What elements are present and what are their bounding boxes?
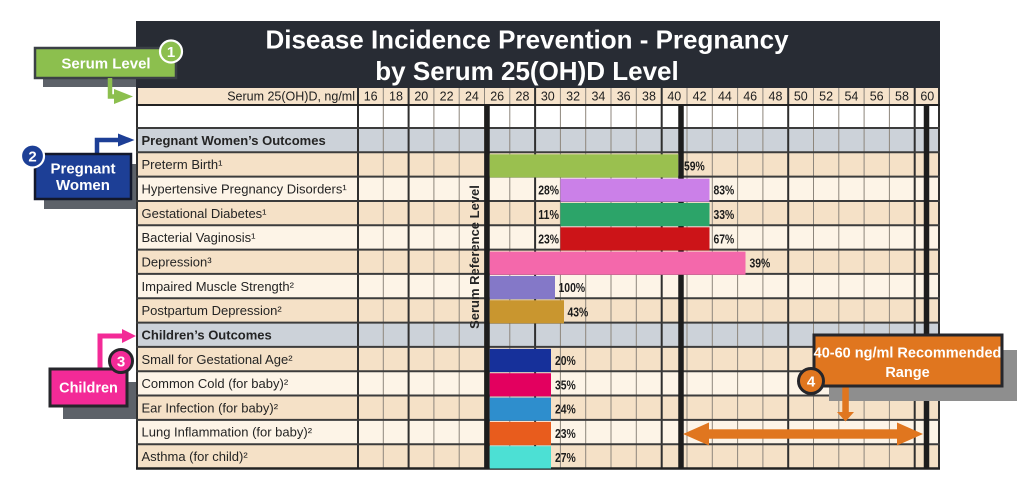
svg-text:Preterm Birth¹: Preterm Birth¹	[142, 157, 224, 172]
svg-text:59%: 59%	[684, 159, 705, 173]
svg-text:56: 56	[870, 90, 884, 104]
svg-text:23%: 23%	[538, 232, 559, 246]
svg-text:Women: Women	[56, 177, 110, 194]
svg-text:67%: 67%	[714, 232, 735, 246]
svg-text:52: 52	[819, 90, 833, 104]
svg-text:39%: 39%	[750, 257, 771, 271]
svg-text:Serum Level: Serum Level	[61, 56, 150, 73]
svg-text:46: 46	[743, 90, 757, 104]
svg-text:Small for Gestational Age²: Small for Gestational Age²	[142, 352, 294, 367]
svg-text:30: 30	[541, 90, 555, 104]
svg-text:48: 48	[769, 90, 783, 104]
svg-text:27%: 27%	[555, 451, 576, 465]
svg-text:42: 42	[693, 90, 707, 104]
svg-text:Depression³: Depression³	[142, 255, 213, 270]
svg-text:83%: 83%	[714, 184, 735, 198]
svg-text:11%: 11%	[538, 208, 559, 222]
svg-text:34: 34	[591, 90, 605, 104]
svg-text:100%: 100%	[559, 281, 586, 295]
svg-text:24%: 24%	[555, 403, 576, 417]
svg-text:35%: 35%	[555, 378, 576, 392]
svg-text:43%: 43%	[568, 305, 589, 319]
svg-text:Postpartum Depression²: Postpartum Depression²	[142, 303, 283, 318]
svg-text:58: 58	[895, 90, 909, 104]
svg-text:Disease Incidence Prevention -: Disease Incidence Prevention - Pregnancy	[265, 25, 789, 55]
svg-text:20: 20	[414, 90, 428, 104]
svg-text:16: 16	[364, 90, 378, 104]
svg-text:Children’s Outcomes: Children’s Outcomes	[142, 327, 272, 342]
svg-text:18: 18	[389, 90, 403, 104]
svg-text:Bacterial Vaginosis¹: Bacterial Vaginosis¹	[142, 230, 257, 245]
svg-text:Ear Infection (for baby)²: Ear Infection (for baby)²	[142, 400, 279, 415]
svg-text:22: 22	[440, 90, 454, 104]
svg-text:20%: 20%	[555, 354, 576, 368]
svg-text:2: 2	[28, 149, 36, 166]
svg-text:54: 54	[844, 90, 858, 104]
svg-text:Serum 25(OH)D, ng/ml: Serum 25(OH)D, ng/ml	[227, 90, 355, 104]
svg-text:3: 3	[117, 354, 125, 371]
svg-text:32: 32	[566, 90, 580, 104]
svg-text:Range: Range	[885, 365, 929, 381]
svg-text:Lung Inflammation (for baby)²: Lung Inflammation (for baby)²	[142, 425, 313, 440]
svg-text:40: 40	[667, 90, 681, 104]
svg-text:Serum Reference Level: Serum Reference Level	[467, 185, 482, 329]
svg-text:1: 1	[167, 44, 175, 61]
svg-text:44: 44	[718, 90, 732, 104]
svg-text:Asthma (for child)²: Asthma (for child)²	[142, 449, 249, 464]
svg-text:28%: 28%	[538, 184, 559, 198]
svg-text:Pregnant: Pregnant	[50, 161, 115, 178]
svg-text:4: 4	[807, 374, 816, 391]
svg-text:Children: Children	[59, 381, 118, 397]
svg-text:Gestational Diabetes¹: Gestational Diabetes¹	[142, 206, 268, 221]
svg-text:28: 28	[516, 90, 530, 104]
svg-text:60: 60	[920, 90, 934, 104]
svg-text:24: 24	[465, 90, 479, 104]
svg-text:Hypertensive Pregnancy Disorde: Hypertensive Pregnancy Disorders¹	[142, 182, 348, 197]
svg-text:by Serum 25(OH)D Level: by Serum 25(OH)D Level	[375, 56, 678, 86]
svg-text:40-60 ng/ml Recommended: 40-60 ng/ml Recommended	[814, 346, 1002, 362]
svg-text:33%: 33%	[714, 208, 735, 222]
svg-text:23%: 23%	[555, 427, 576, 441]
svg-text:26: 26	[490, 90, 504, 104]
svg-text:Common Cold (for baby)²: Common Cold (for baby)²	[142, 376, 289, 391]
svg-text:38: 38	[642, 90, 656, 104]
svg-text:Impaired Muscle Strength²: Impaired Muscle Strength²	[142, 279, 295, 294]
svg-text:Pregnant Women’s Outcomes: Pregnant Women’s Outcomes	[142, 133, 326, 148]
svg-text:50: 50	[794, 90, 808, 104]
svg-text:36: 36	[617, 90, 631, 104]
